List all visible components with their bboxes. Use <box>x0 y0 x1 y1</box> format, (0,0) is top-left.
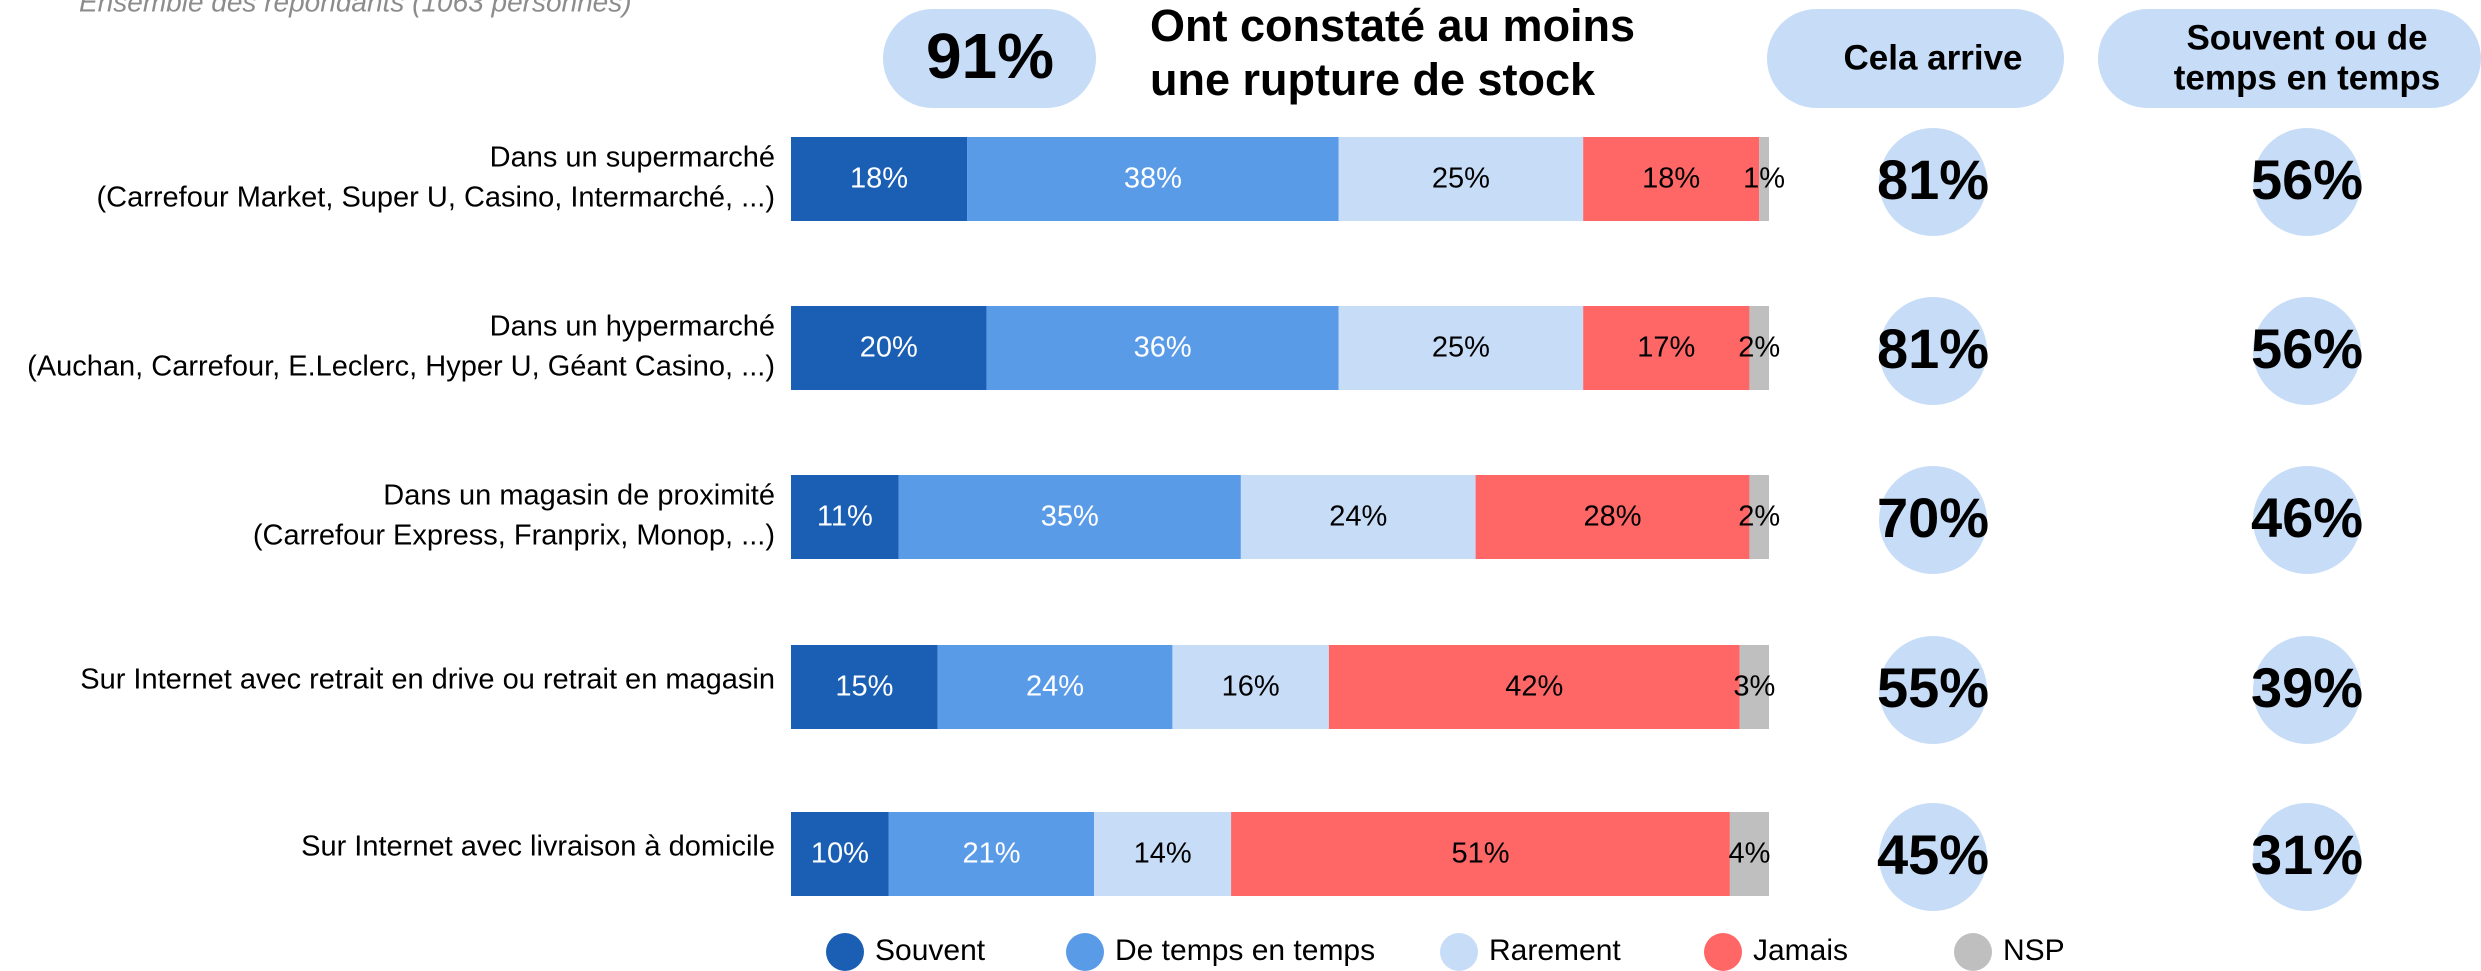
summary-value: 81% <box>1877 317 1989 380</box>
legend-label: Rarement <box>1489 934 1621 967</box>
summary-badge <box>1879 636 1987 744</box>
summary-badge <box>2253 803 2361 911</box>
headline-text: une rupture de stock <box>1150 54 1596 105</box>
headline-text: Ont constaté au moins <box>1150 0 1635 51</box>
bar-segment <box>967 137 1339 221</box>
summary-badge <box>2253 636 2361 744</box>
legend-label: Jamais <box>1753 934 1848 967</box>
bar-value-label: 25% <box>1432 163 1490 195</box>
summary-badge <box>1879 803 1987 911</box>
category-note: (Carrefour Express, Franprix, Monop, ...… <box>253 520 775 552</box>
bar-segment <box>898 475 1241 559</box>
bar-value-label: 28% <box>1583 501 1641 533</box>
summary-value: 70% <box>1877 486 1989 549</box>
legend-marker <box>826 933 864 971</box>
bar-value-label: 42% <box>1505 671 1563 703</box>
bar-segment <box>1749 306 1769 390</box>
bar-segment <box>1749 475 1769 559</box>
bar-value-label: 11% <box>817 501 873 533</box>
bar-value-label: 10% <box>811 838 869 870</box>
bar-value-label: 25% <box>1432 332 1490 364</box>
headline-badge <box>883 9 1096 108</box>
column-header: temps en temps <box>2174 58 2440 97</box>
bar-segment <box>791 306 987 390</box>
headline-value: 91% <box>926 20 1054 92</box>
summary-badge <box>2253 297 2361 405</box>
summary-value: 45% <box>1877 823 1989 886</box>
bar-value-label: 18% <box>850 163 908 195</box>
column-header: Souvent ou de <box>2186 18 2427 57</box>
summary-value: 81% <box>1877 148 1989 211</box>
bar-segment <box>1475 475 1750 559</box>
legend-marker <box>1954 933 1992 971</box>
summary-value: 46% <box>2251 486 2363 549</box>
legend-label: NSP <box>2003 934 2065 967</box>
bar-value-label: 3% <box>1733 671 1775 703</box>
bar-segment <box>791 475 899 559</box>
bar-segment <box>791 645 938 729</box>
bar-value-label: 14% <box>1134 838 1192 870</box>
bar-value-label: 20% <box>860 332 918 364</box>
bar-value-label: 35% <box>1041 501 1099 533</box>
summary-value: 56% <box>2251 148 2363 211</box>
column-header-badge <box>2098 9 2481 108</box>
bar-value-label: 15% <box>835 671 893 703</box>
legend-marker <box>1440 933 1478 971</box>
bar-value-label: 1% <box>1743 163 1785 195</box>
bar-segment <box>1231 812 1730 896</box>
category-label: Dans un supermarché <box>490 142 775 174</box>
legend-marker <box>1704 933 1742 971</box>
bar-segment <box>1328 645 1740 729</box>
bar-segment <box>986 306 1339 390</box>
legend-marker <box>1066 933 1104 971</box>
subtitle: Ensemble des répondants (1063 personnes) <box>79 0 632 17</box>
summary-badge <box>1879 466 1987 574</box>
bar-segment <box>1172 645 1329 729</box>
bar-value-label: 17% <box>1637 332 1695 364</box>
summary-badge <box>2253 128 2361 236</box>
summary-badge <box>1879 128 1987 236</box>
bar-segment <box>1759 137 1769 221</box>
category-label: Sur Internet avec retrait en drive ou re… <box>80 664 775 696</box>
column-header-badge <box>1767 9 2064 108</box>
bar-segment <box>1240 475 1476 559</box>
legend-label: De temps en temps <box>1115 934 1375 967</box>
bar-segment <box>1094 812 1232 896</box>
bar-value-label: 2% <box>1738 332 1780 364</box>
bar-value-label: 36% <box>1134 332 1192 364</box>
summary-value: 31% <box>2251 823 2363 886</box>
bar-segment <box>791 812 889 896</box>
category-note: (Carrefour Market, Super U, Casino, Inte… <box>97 182 776 214</box>
summary-badge <box>2253 466 2361 574</box>
summary-value: 39% <box>2251 656 2363 719</box>
bar-segment <box>1338 306 1584 390</box>
bar-segment <box>888 812 1095 896</box>
bar-segment <box>1739 645 1769 729</box>
bar-value-label: 38% <box>1124 163 1182 195</box>
bar-segment <box>1729 812 1769 896</box>
category-label: Dans un hypermarché <box>490 311 775 343</box>
bar-segment <box>937 645 1173 729</box>
summary-badge <box>1879 297 1987 405</box>
legend-label: Souvent <box>875 934 986 967</box>
bar-value-label: 21% <box>962 838 1020 870</box>
bar-value-label: 18% <box>1642 163 1700 195</box>
bar-segment <box>1338 137 1584 221</box>
bar-value-label: 2% <box>1738 501 1780 533</box>
bar-segment <box>1583 137 1760 221</box>
bar-value-label: 4% <box>1728 838 1770 870</box>
bar-segment <box>791 137 968 221</box>
column-header: Cela arrive <box>1843 38 2022 77</box>
bar-value-label: 24% <box>1329 501 1387 533</box>
bar-segment <box>1583 306 1750 390</box>
bar-value-label: 24% <box>1026 671 1084 703</box>
summary-value: 56% <box>2251 317 2363 380</box>
bar-value-label: 51% <box>1451 838 1509 870</box>
bar-value-label: 16% <box>1222 671 1280 703</box>
category-label: Dans un magasin de proximité <box>383 480 775 512</box>
category-label: Sur Internet avec livraison à domicile <box>301 831 775 863</box>
category-note: (Auchan, Carrefour, E.Leclerc, Hyper U, … <box>27 351 775 383</box>
summary-value: 55% <box>1877 656 1989 719</box>
